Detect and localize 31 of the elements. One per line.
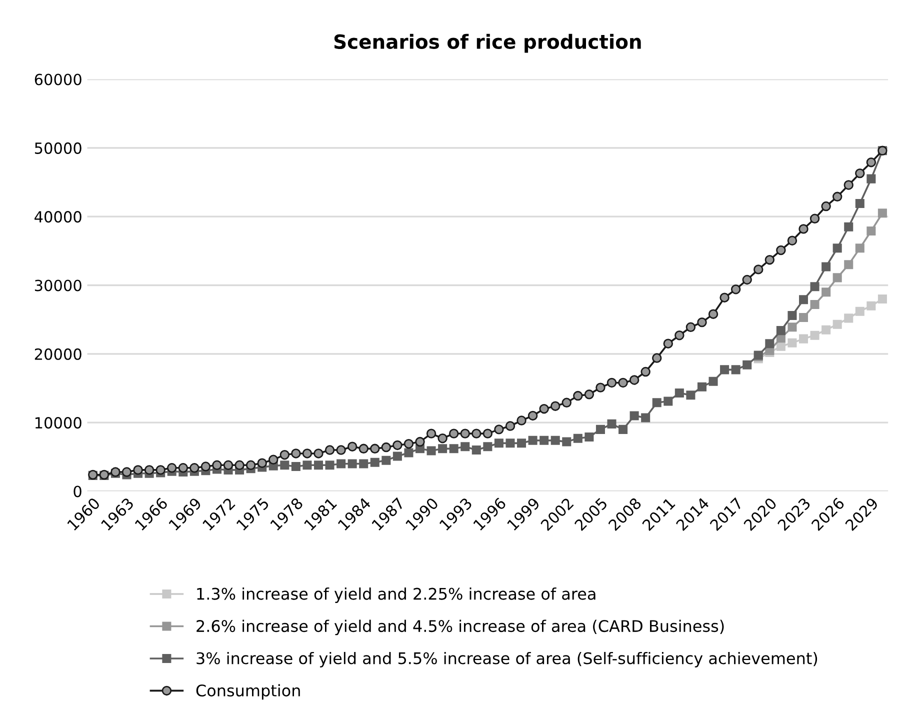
point bbox=[822, 288, 831, 297]
point bbox=[878, 294, 887, 304]
point bbox=[788, 338, 797, 348]
y-tick-label: 60000 bbox=[34, 74, 82, 86]
y-tick-label: 10000 bbox=[35, 417, 82, 429]
y-tick-label: 0 bbox=[74, 486, 82, 498]
point bbox=[822, 325, 831, 334]
point bbox=[798, 334, 808, 344]
y-tick-label: 30000 bbox=[34, 280, 82, 292]
point bbox=[866, 301, 876, 310]
point bbox=[855, 306, 864, 316]
point bbox=[832, 273, 842, 282]
point bbox=[776, 342, 786, 351]
point bbox=[810, 330, 820, 340]
point bbox=[866, 226, 876, 236]
legend-label: 1.3% increase of yield and 2.25% increase of area bbox=[197, 587, 596, 603]
legend-label: 3% increase of yield and 5.5% increase of area (Self-sufficiency achievement) bbox=[196, 652, 818, 668]
point bbox=[855, 244, 864, 253]
point bbox=[844, 260, 854, 270]
point bbox=[798, 313, 808, 322]
point bbox=[844, 314, 854, 323]
y-tick-label: 20000 bbox=[34, 348, 82, 360]
point bbox=[832, 320, 842, 329]
point bbox=[788, 322, 797, 332]
point bbox=[810, 300, 820, 309]
legend-label: Consumption bbox=[196, 684, 300, 700]
y-tick-label: 50000 bbox=[34, 142, 82, 154]
legend-label: 2.6% increase of yield and 4.5% increase of area (CARD Business) bbox=[196, 620, 724, 636]
point bbox=[878, 208, 887, 218]
y-tick-label: 40000 bbox=[34, 211, 82, 223]
chart-title: Scenarios of rice production bbox=[334, 34, 641, 53]
